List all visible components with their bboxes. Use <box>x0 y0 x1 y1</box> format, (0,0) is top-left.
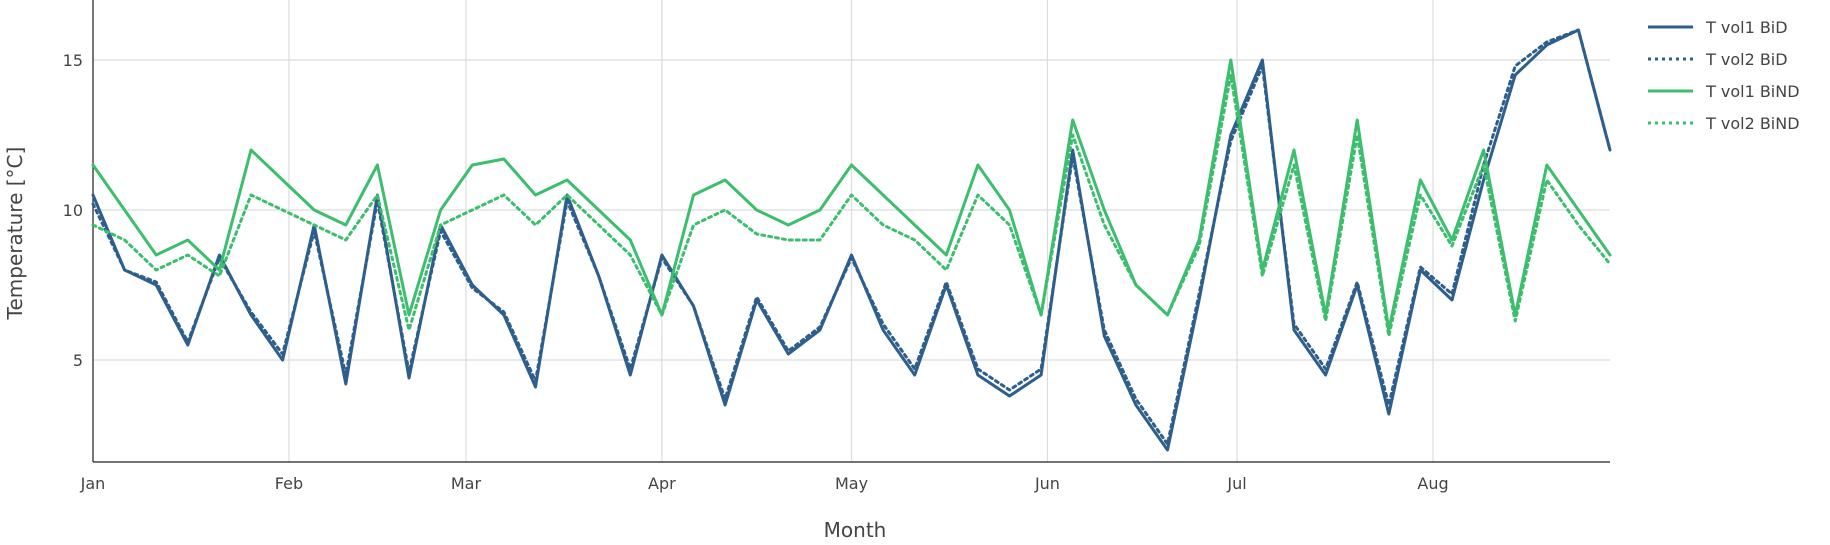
plot-area <box>92 0 1610 463</box>
y-tick-label: 5 <box>73 351 83 370</box>
legend-item[interactable]: T vol1 BiND <box>1648 82 1800 101</box>
legend-label: T vol2 BiD <box>1705 50 1788 69</box>
series-line-t-vol2-bind <box>91 73 1612 338</box>
series-lines <box>91 28 1612 452</box>
grid <box>92 0 1610 462</box>
y-axis-title: Temperature [°C] <box>3 147 27 321</box>
legend-item[interactable]: T vol2 BiD <box>1648 50 1788 69</box>
x-axis-ticks: Jan Feb Mar Apr May Jun Jul Aug <box>80 474 1449 493</box>
legend-label: T vol1 BiD <box>1705 18 1788 37</box>
x-tick-label: Jun <box>1034 474 1060 493</box>
legend-item[interactable]: T vol1 BiD <box>1648 18 1788 37</box>
x-axis-title: Month <box>824 518 887 542</box>
y-tick-label: 15 <box>63 51 83 70</box>
x-tick-label: Apr <box>648 474 676 493</box>
series-line-t-vol1-bind <box>91 58 1612 332</box>
x-tick-label: Jan <box>80 474 106 493</box>
y-axis-ticks: 5 10 15 <box>63 51 83 370</box>
x-tick-label: May <box>835 474 868 493</box>
legend-label: T vol2 BiND <box>1705 114 1800 133</box>
legend[interactable]: T vol1 BiD T vol2 BiD T vol1 BiND T vol2 Bi… <box>1648 18 1800 133</box>
legend-label: T vol1 BiND <box>1705 82 1800 101</box>
series-line-t-vol2-bid <box>91 28 1612 446</box>
x-tick-label: Mar <box>451 474 482 493</box>
y-tick-label: 10 <box>63 201 83 220</box>
x-tick-label: Aug <box>1417 474 1448 493</box>
legend-item[interactable]: T vol2 BiND <box>1648 114 1800 133</box>
x-tick-label: Feb <box>275 474 303 493</box>
x-tick-label: Jul <box>1226 474 1246 493</box>
